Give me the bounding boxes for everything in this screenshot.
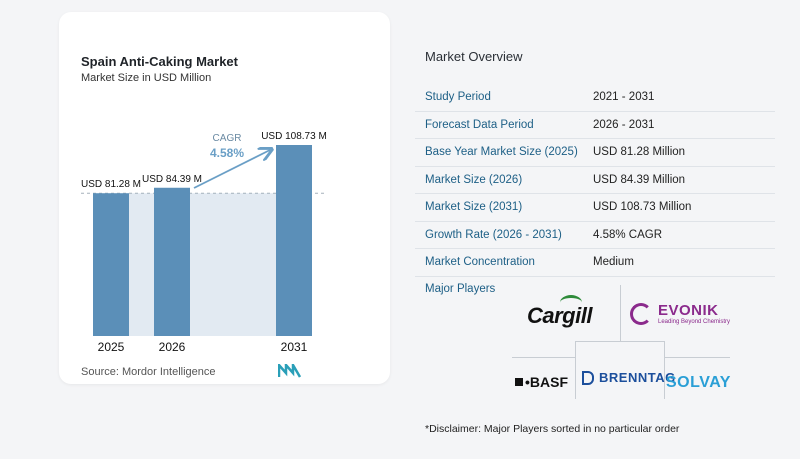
data-label: USD 108.73 M xyxy=(261,131,327,142)
overview-row: Market Size (2031) USD 108.73 Million xyxy=(415,194,775,222)
overview-value: USD 81.28 Million xyxy=(593,146,686,159)
overview-row: Forecast Data Period 2026 - 2031 xyxy=(415,112,775,139)
overview-table: Study Period 2021 - 2031 Forecast Data Per… xyxy=(415,84,775,277)
overview-key: Forecast Data Period xyxy=(425,118,534,131)
overview-row: Study Period 2021 - 2031 xyxy=(415,84,775,112)
x-tick-label: 2026 xyxy=(159,340,186,354)
cagr-arrow xyxy=(193,150,270,189)
overview-value: 2021 - 2031 xyxy=(593,91,655,104)
basf-mark-icon xyxy=(515,378,523,386)
cargill-leaf-icon xyxy=(560,295,582,310)
band-between-bars xyxy=(129,193,154,336)
overview-key: Market Size (2026) xyxy=(425,173,523,186)
overview-row: Base Year Market Size (2025) USD 81.28 Mi… xyxy=(415,139,775,167)
source-note: Source: Mordor Intelligence xyxy=(81,366,216,378)
overview-row: Market Size (2026) USD 84.39 Million xyxy=(415,167,775,194)
overview-value: Medium xyxy=(593,256,634,269)
players-divider xyxy=(664,357,730,358)
players-divider xyxy=(575,341,576,399)
players-divider xyxy=(620,285,621,341)
overview-value: 4.58% CAGR xyxy=(593,228,663,241)
overview-value: USD 108.73 Million xyxy=(593,201,692,214)
overview-value: 2026 - 2031 xyxy=(593,118,655,131)
cagr-label: CAGR xyxy=(213,133,242,144)
brenntag-mark-icon xyxy=(582,371,594,385)
overview-key: Market Concentration xyxy=(425,256,535,269)
data-label: USD 84.39 M xyxy=(142,174,202,185)
overview-row: Market Concentration Medium xyxy=(415,249,775,277)
x-tick-label: 2025 xyxy=(98,340,125,354)
overview-value: USD 84.39 Million xyxy=(593,173,686,186)
overview-key: Study Period xyxy=(425,91,491,104)
players-divider xyxy=(575,341,665,342)
overview-row: Growth Rate (2026 - 2031) 4.58% CAGR xyxy=(415,222,775,249)
basf-logo: •BASF xyxy=(515,374,568,390)
overview-key: Market Size (2031) xyxy=(425,201,523,214)
chart-title: Spain Anti-Caking Market xyxy=(81,54,238,69)
players-divider xyxy=(512,357,575,358)
chart-subtitle: Market Size in USD Million xyxy=(81,72,212,84)
players-title: Major Players xyxy=(425,283,496,295)
data-label: USD 81.28 M xyxy=(81,179,141,190)
forecast-band xyxy=(190,193,276,336)
solvay-logo: SOLVAY xyxy=(666,374,731,391)
cargill-logo: Cargill xyxy=(527,303,592,328)
evonik-mark-icon xyxy=(630,303,652,325)
players-divider xyxy=(664,341,665,399)
bar-2026 xyxy=(154,187,190,336)
overview-key: Growth Rate (2026 - 2031) xyxy=(425,228,562,241)
cagr-value: 4.58% xyxy=(210,146,244,160)
bar-2025 xyxy=(93,193,129,336)
brenntag-logo: BRENNTAG xyxy=(582,370,676,385)
x-tick-label: 2031 xyxy=(281,340,308,354)
disclaimer: *Disclaimer: Major Players sorted in no … xyxy=(425,423,680,435)
bar-2031 xyxy=(276,145,312,336)
mordor-logo-icon xyxy=(278,364,302,378)
overview-key: Base Year Market Size (2025) xyxy=(425,146,578,159)
overview-title: Market Overview xyxy=(425,49,523,64)
